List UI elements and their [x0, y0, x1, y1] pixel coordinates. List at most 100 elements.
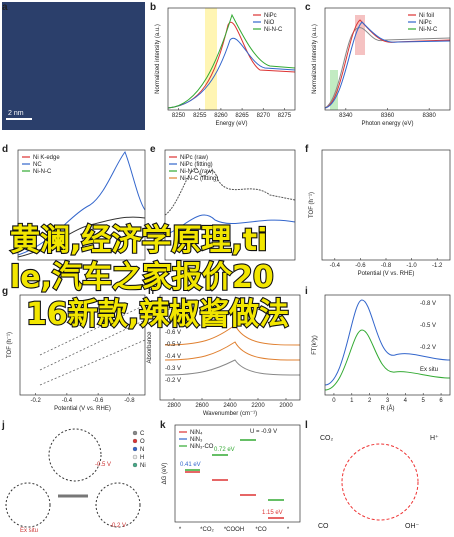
x-tick-label: 8360 [381, 113, 395, 119]
legend-label: NiPc (fitting) [180, 162, 213, 168]
element-label: Ni [140, 463, 146, 469]
curve [324, 299, 451, 386]
scale-bar [6, 118, 32, 120]
level [185, 439, 284, 501]
potential-label: -0.6 V [165, 330, 181, 336]
level [185, 471, 284, 519]
axes-frame [174, 424, 301, 523]
element-dot [132, 438, 138, 444]
state-label: Ex situ [20, 528, 38, 534]
curve [17, 150, 146, 256]
y-axis-label: Normalized intensity (a.u.) [155, 24, 161, 94]
energy-label: 0.41 eV [180, 462, 201, 468]
x-tick-label: 8380 [422, 113, 436, 119]
panel-label: h [148, 286, 154, 297]
legend-label: NiO [264, 20, 275, 26]
element-label: C [140, 431, 145, 437]
x-tick-label: -0.4 [330, 263, 341, 269]
axes-frame [167, 7, 296, 111]
element-dot [132, 430, 138, 436]
curve [164, 359, 301, 376]
panel-label: d [2, 144, 8, 155]
y-axis-label: ΔG (eV) [162, 463, 168, 485]
curve-label: -0.8 V [420, 301, 436, 307]
legend-label: NC [33, 162, 42, 168]
panel-label: b [150, 2, 156, 13]
highlight [330, 70, 338, 110]
legend-label: Ni foil [419, 13, 434, 19]
y-axis-label: Absorbance [147, 331, 153, 364]
step-label: *CO₂ [200, 527, 214, 533]
potential-label: -0.2 V [165, 378, 181, 384]
cycle [341, 443, 419, 521]
x-tick-label: -0.6 [355, 263, 366, 269]
x-tick-label: 2 [368, 398, 372, 404]
species-label: OH⁻ [405, 523, 420, 530]
x-tick-label: -0.8 [381, 263, 392, 269]
x-tick-label: -0.4 [62, 398, 73, 404]
x-tick-label: -0.6 [93, 398, 104, 404]
curve [167, 13, 296, 109]
x-tick-label: 6 [439, 398, 443, 404]
x-tick-label: 8255 [193, 113, 207, 119]
structure [48, 428, 102, 482]
x-axis-label: Potential (V vs. RHE) [54, 406, 111, 412]
axes-frame [321, 149, 451, 261]
element-label: H [140, 455, 144, 461]
legend-label: NiN₃-CO [190, 444, 214, 450]
panel-label: i [305, 286, 308, 297]
element-label: O [140, 439, 145, 445]
curve [324, 329, 451, 391]
highlight [355, 15, 365, 55]
x-tick-label: 1 [350, 398, 354, 404]
legend-label: NiPc [264, 13, 277, 19]
x-tick-label: 0 [332, 398, 336, 404]
legend-label: Ni-N-C [33, 169, 52, 175]
legend-label: Ni-N-C (fitting) [180, 176, 218, 182]
potential-label: -0.3 V [165, 366, 181, 372]
curve [167, 37, 296, 109]
curve-label: -0.2 V [420, 345, 436, 351]
energy-label: 0.72 eV [214, 447, 235, 453]
curve [324, 21, 451, 109]
scale-label: 2 nm [8, 110, 24, 117]
step-label: * [287, 527, 290, 533]
x-axis-label: Potential (V vs. RHE) [358, 271, 415, 277]
potential-text: U = -0.9 V [250, 429, 277, 435]
legend-label: NiN₄ [190, 430, 203, 436]
highlight [205, 8, 217, 110]
legend-label: Ni-N-C [264, 27, 283, 33]
x-tick-label: 8340 [339, 113, 353, 119]
energy-label: 1.15 eV [262, 510, 283, 516]
x-tick-label: 2400 [223, 403, 237, 409]
species-label: CO₂ [320, 435, 334, 442]
x-tick-label: 8270 [257, 113, 271, 119]
x-tick-label: 2200 [251, 403, 265, 409]
x-tick-label: 8250 [172, 113, 186, 119]
axes-frame [164, 149, 296, 261]
x-tick-label: -0.8 [124, 398, 135, 404]
panel-label: c [305, 2, 311, 13]
element-label: N [140, 447, 144, 453]
x-tick-label: 3 [386, 398, 390, 404]
step-label: *CO [255, 527, 267, 533]
legend-label: NiPc (raw) [180, 155, 208, 161]
element-dot [132, 462, 138, 468]
micrograph [2, 2, 145, 130]
potential-label: -0.4 V [165, 354, 181, 360]
curve [164, 214, 296, 236]
curve [164, 341, 301, 361]
panel-label: g [2, 286, 8, 297]
legend-label: NiN₃ [190, 437, 203, 443]
legend-label: Ni-N-C [419, 27, 438, 33]
x-axis-label: R (Å) [381, 405, 395, 412]
state-label: -0.5 V [95, 462, 111, 468]
panel-label: e [150, 144, 156, 155]
curve [164, 324, 301, 346]
curve [164, 168, 296, 216]
x-tick-label: 8275 [278, 113, 292, 119]
x-tick-label: -1.0 [406, 263, 417, 269]
panel-label: a [2, 2, 8, 13]
panel-label: f [305, 144, 309, 155]
curve [324, 27, 451, 109]
